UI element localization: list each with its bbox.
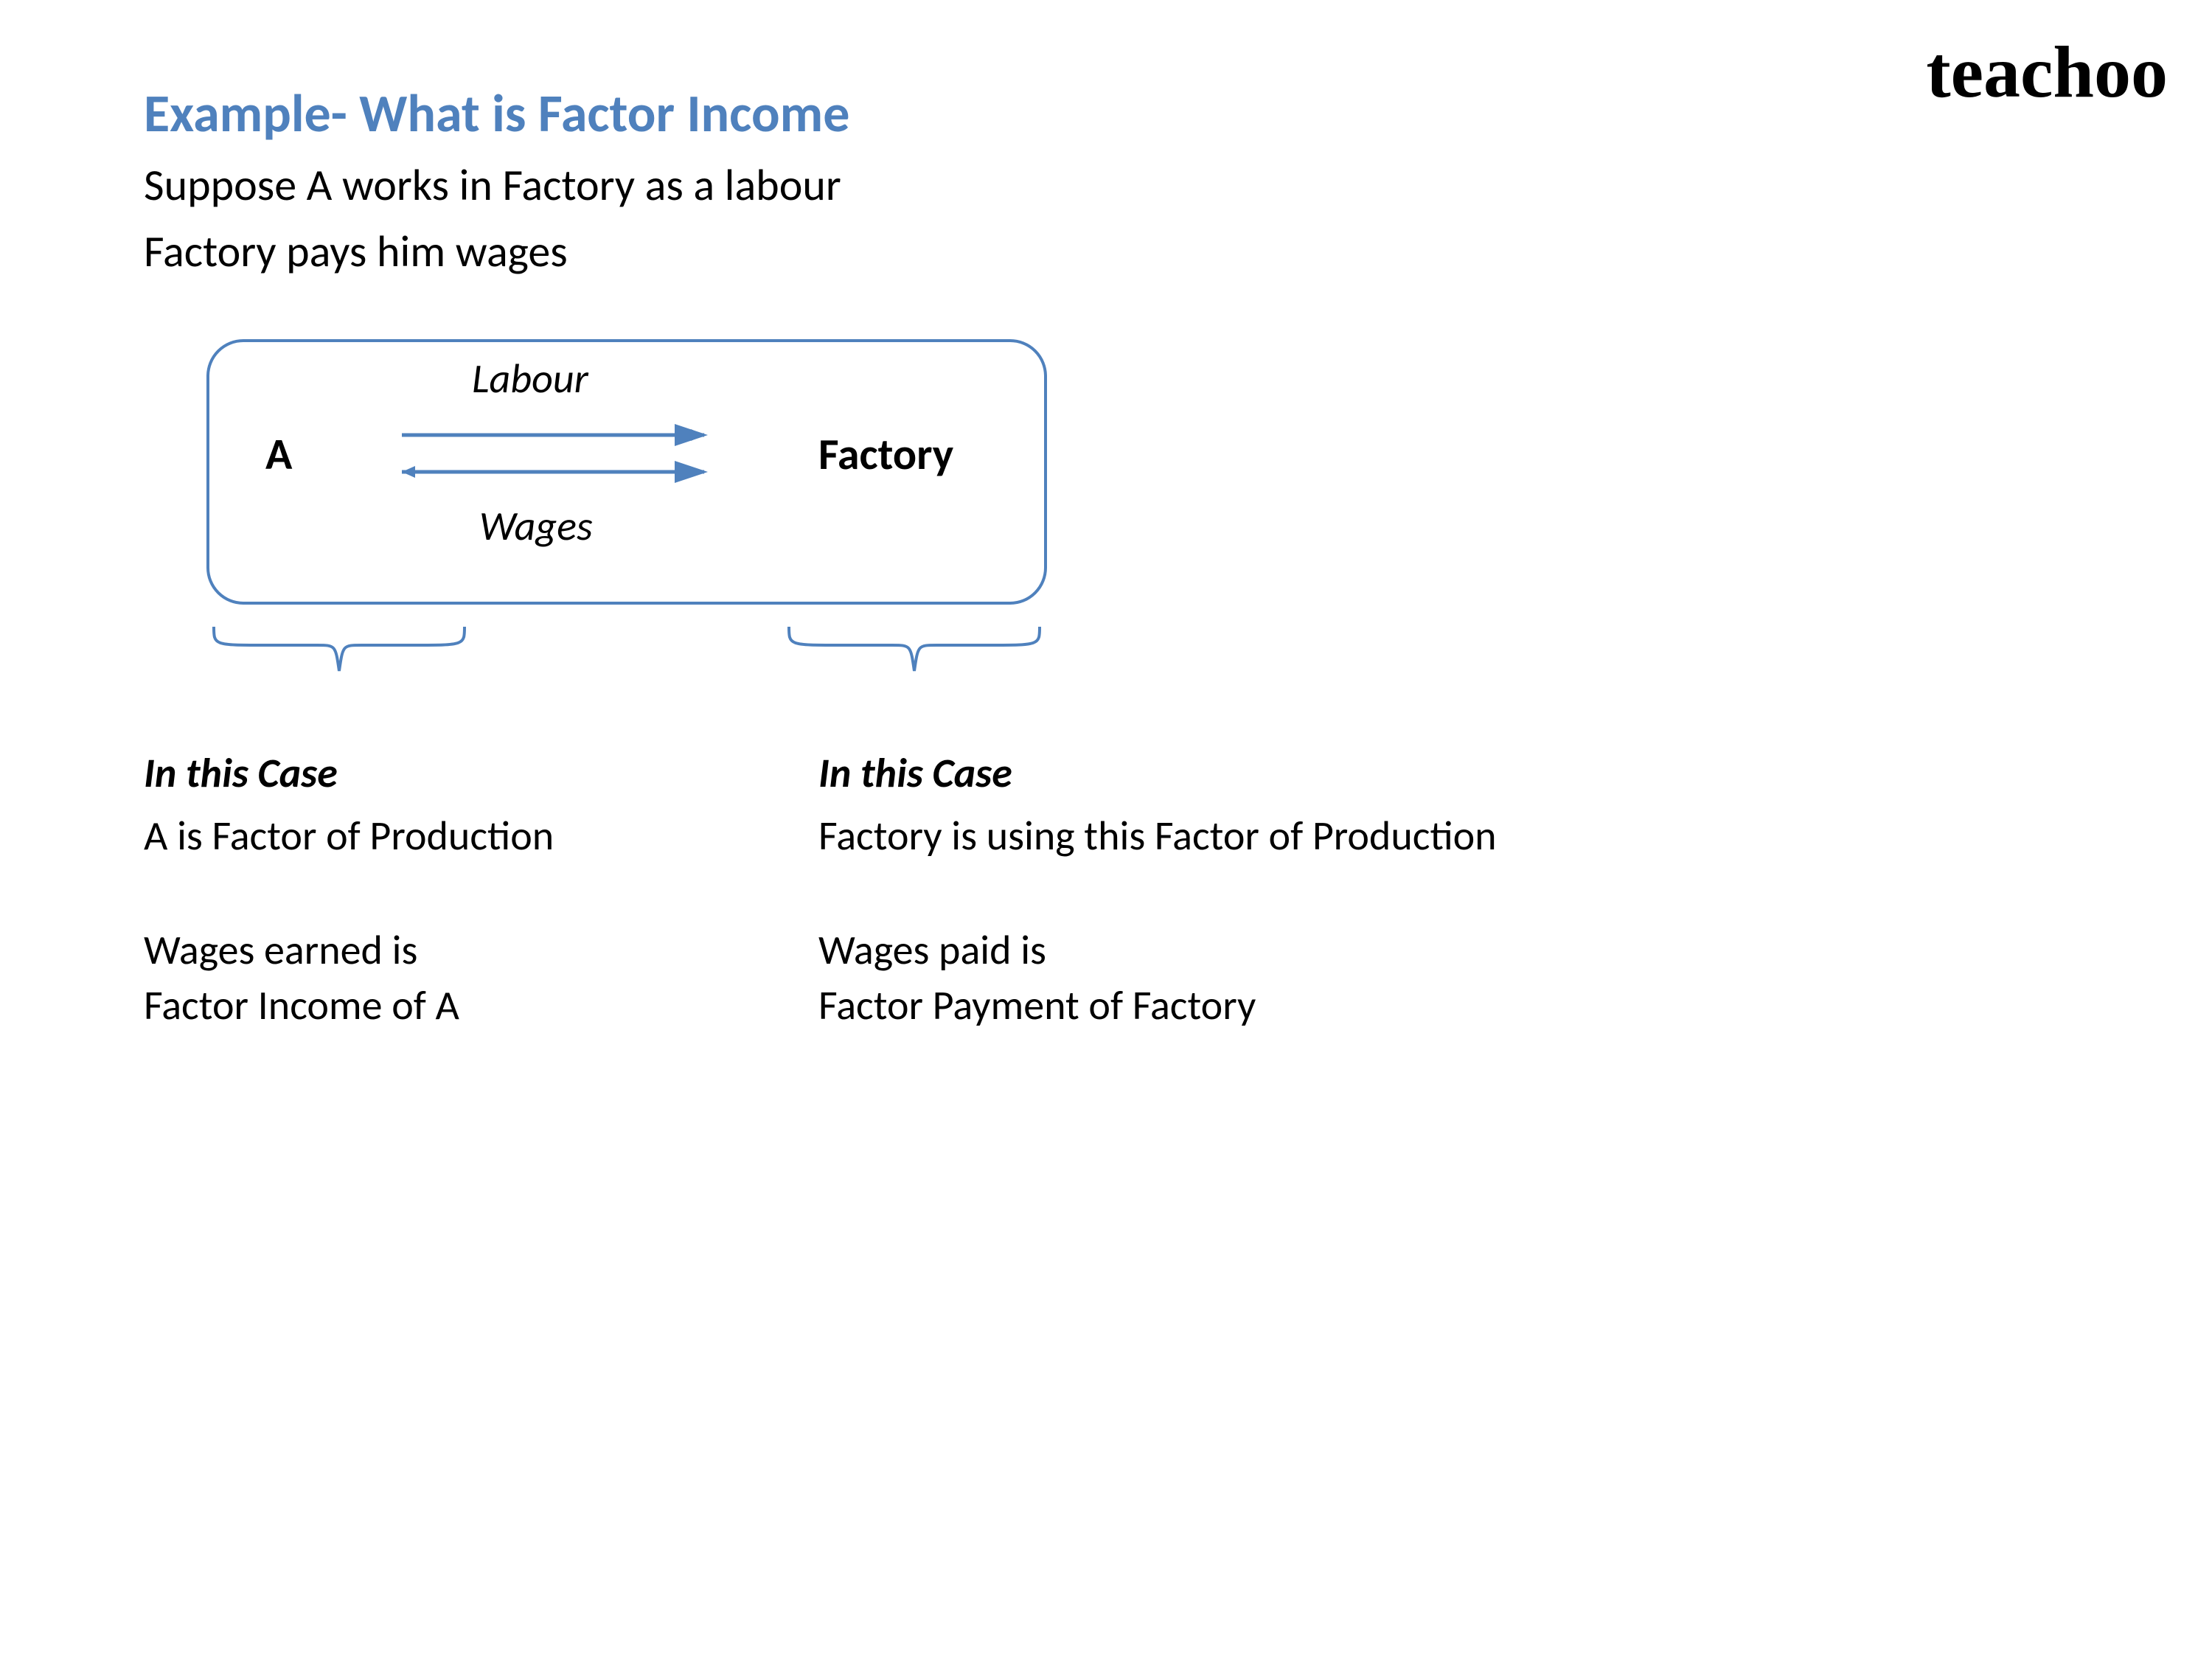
brand-logo: teachoo [1926,29,2168,114]
brace-left-icon [206,619,472,686]
brace-right-icon [782,619,1047,686]
right-case-line1: Factory is using this Factor of Producti… [818,811,1497,861]
diagram-node-a: A [265,428,292,481]
diagram-label-labour: Labour [472,354,588,404]
diagram-node-factory: Factory [818,428,953,481]
page: teachoo Example- What is Factor Income S… [0,0,2212,1659]
subtitle-1: Suppose A works in Factory as a labour [144,159,841,212]
left-case-line1: A is Factor of Production [144,811,554,861]
left-case-heading: In this Case [144,748,338,799]
left-case-line3: Factor Income of A [144,981,459,1031]
left-case-line2: Wages earned is [144,925,417,975]
subtitle-2: Factory pays him wages [144,225,568,279]
diagram-arrows-icon-2 [387,409,719,498]
right-case-line2: Wages paid is [818,925,1046,975]
right-case-heading: In this Case [818,748,1012,799]
right-case-line3: Factor Payment of Factory [818,981,1256,1031]
diagram-label-wages: Wages [479,501,593,552]
page-title: Example- What is Factor Income [144,81,849,146]
